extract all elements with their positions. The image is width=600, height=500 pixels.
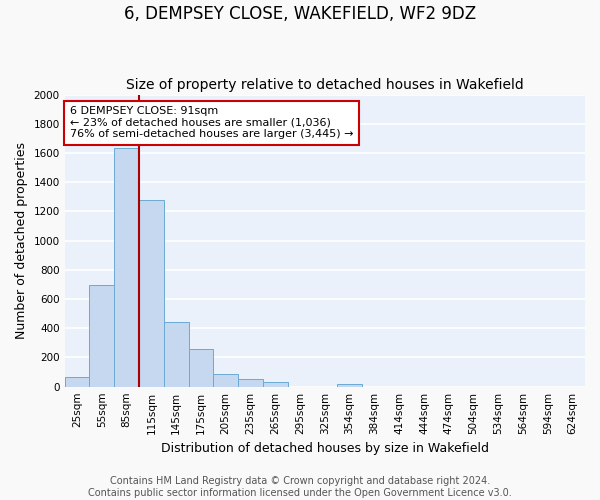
Bar: [337, 384, 362, 386]
Bar: [65, 377, 89, 386]
Bar: [139, 200, 164, 386]
Y-axis label: Number of detached properties: Number of detached properties: [15, 142, 28, 339]
Text: 6 DEMPSEY CLOSE: 91sqm
← 23% of detached houses are smaller (1,036)
76% of semi-: 6 DEMPSEY CLOSE: 91sqm ← 23% of detached…: [70, 106, 353, 140]
Bar: [114, 148, 139, 386]
Text: 6, DEMPSEY CLOSE, WAKEFIELD, WF2 9DZ: 6, DEMPSEY CLOSE, WAKEFIELD, WF2 9DZ: [124, 5, 476, 23]
X-axis label: Distribution of detached houses by size in Wakefield: Distribution of detached houses by size …: [161, 442, 489, 455]
Bar: [263, 382, 287, 386]
Bar: [214, 374, 238, 386]
Bar: [164, 322, 188, 386]
Bar: [238, 380, 263, 386]
Text: Contains HM Land Registry data © Crown copyright and database right 2024.
Contai: Contains HM Land Registry data © Crown c…: [88, 476, 512, 498]
Bar: [188, 350, 214, 387]
Title: Size of property relative to detached houses in Wakefield: Size of property relative to detached ho…: [126, 78, 524, 92]
Bar: [89, 285, 114, 386]
